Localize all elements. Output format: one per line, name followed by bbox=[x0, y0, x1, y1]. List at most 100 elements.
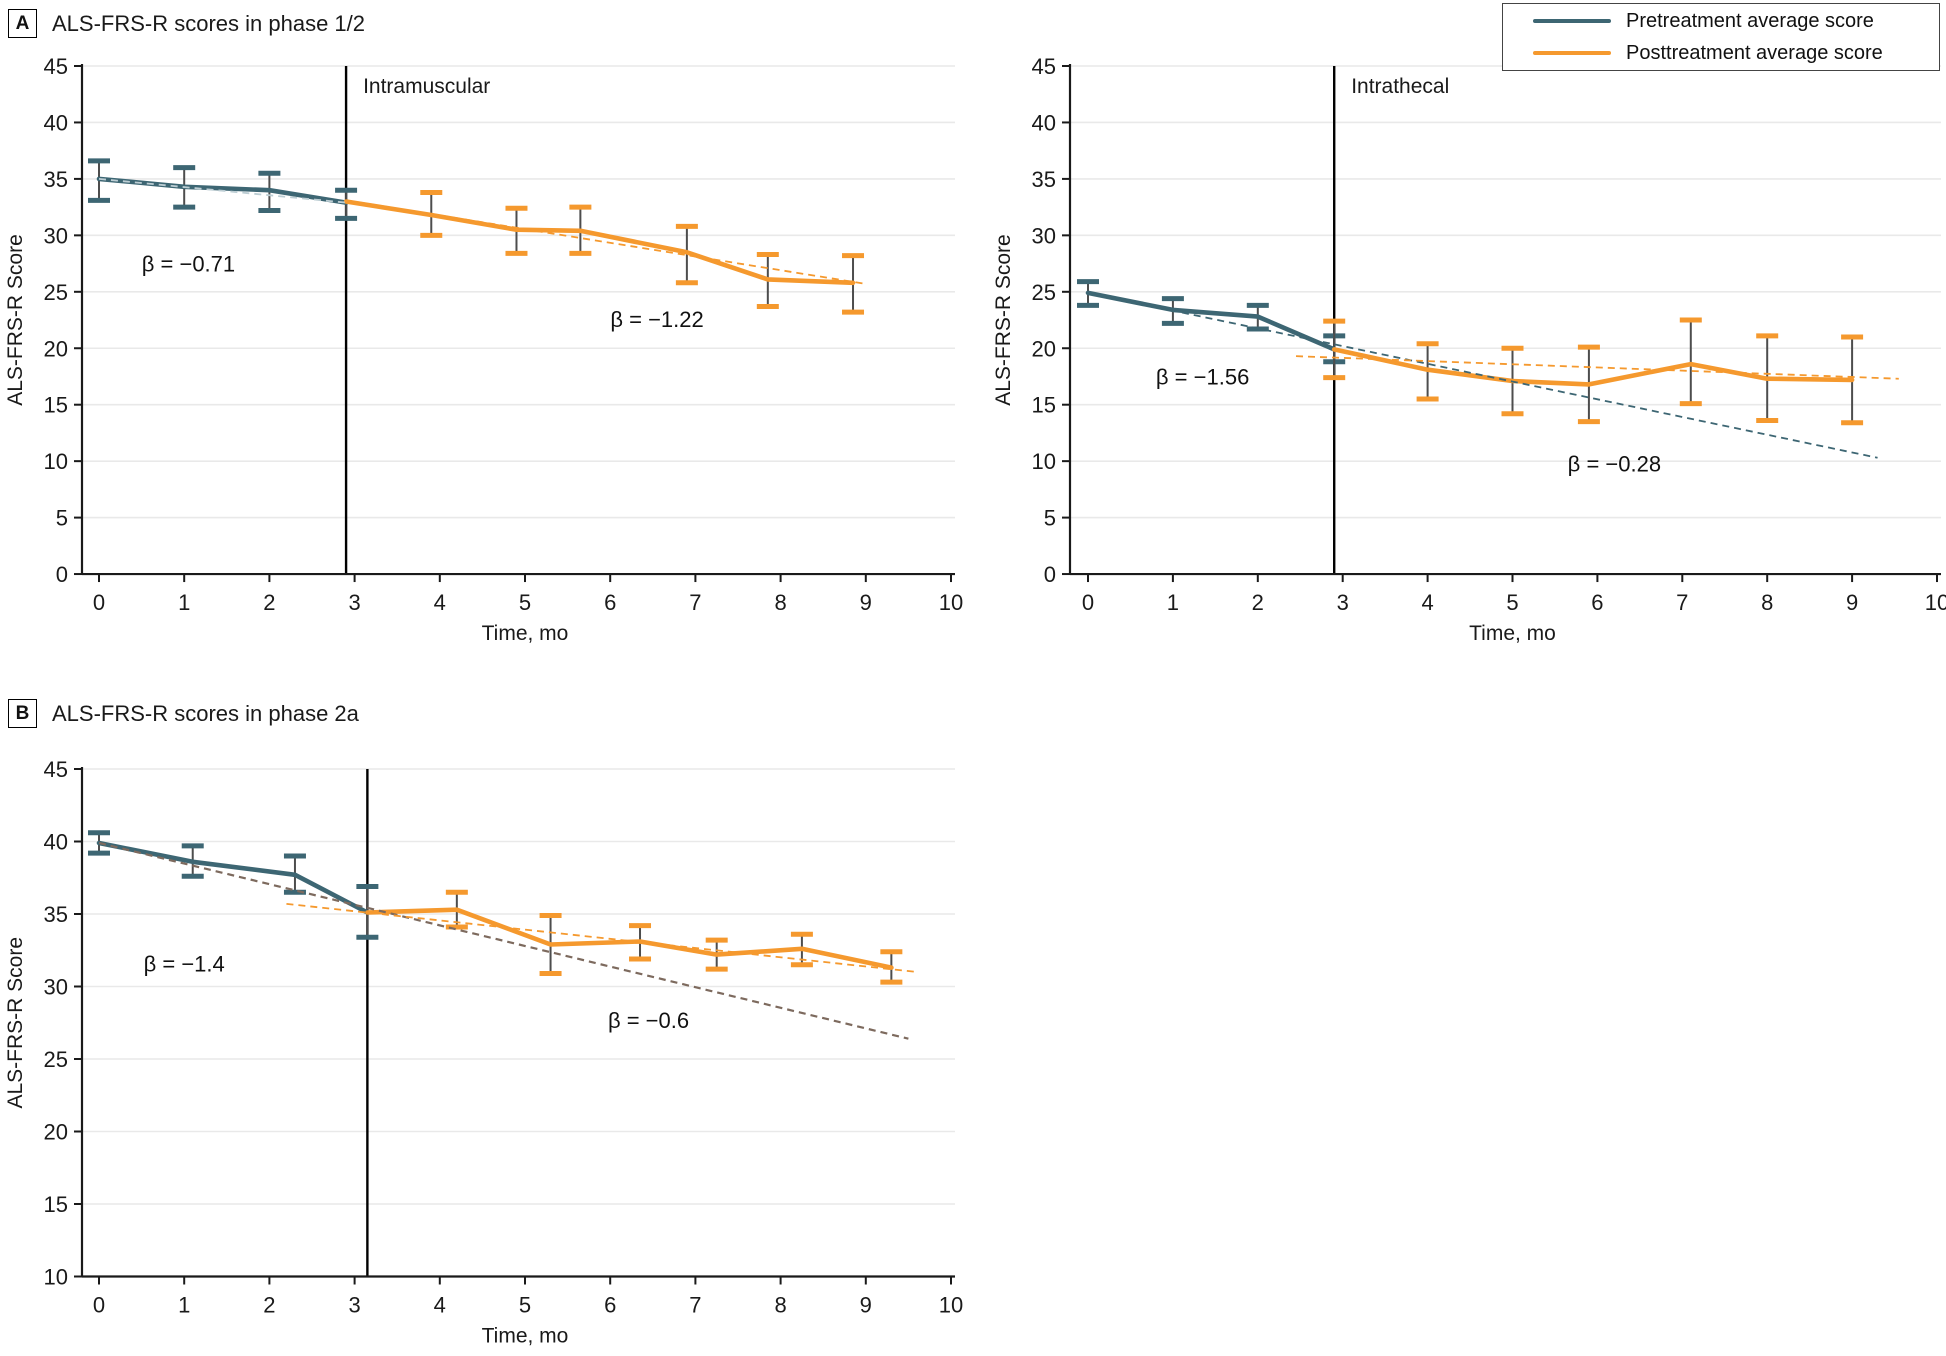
intrathecal-x-tick-label: 6 bbox=[1591, 590, 1603, 615]
intrathecal-y-tick-label: 30 bbox=[1032, 223, 1056, 248]
legend: Pretreatment average score Posttreatment… bbox=[1502, 3, 1940, 71]
intrathecal-y-tick-label: 40 bbox=[1032, 110, 1056, 135]
intramuscular-x-tick-label: 4 bbox=[434, 590, 446, 615]
intrathecal-x-tick-label: 3 bbox=[1337, 590, 1349, 615]
phase2a-series-pre bbox=[96, 840, 370, 915]
phase2a-x-tick-label: 0 bbox=[93, 1293, 105, 1318]
phase2a-y-axis-title: ALS-FRS-R Score bbox=[4, 937, 27, 1109]
intramuscular-y-tick-label: 45 bbox=[44, 54, 68, 79]
intrathecal-y-tick-label: 10 bbox=[1032, 449, 1056, 474]
intrathecal-x-tick-label: 5 bbox=[1506, 590, 1518, 615]
legend-label-posttreatment: Posttreatment average score bbox=[1626, 41, 1883, 64]
phase2a-x-tick-label: 7 bbox=[689, 1293, 701, 1318]
intrathecal-condition-label: Intrathecal bbox=[1351, 75, 1449, 98]
intramuscular-y-tick-label: 20 bbox=[44, 336, 68, 361]
phase2a-x-axis-title: Time, mo bbox=[482, 1325, 569, 1348]
phase2a-y-tick-label: 45 bbox=[44, 757, 68, 782]
intrathecal-y-tick-label: 20 bbox=[1032, 336, 1056, 361]
intrathecal-x-tick-label: 8 bbox=[1761, 590, 1773, 615]
intrathecal-y-axis-title: ALS-FRS-R Score bbox=[992, 234, 1015, 406]
phase2a-y-tick-label: 35 bbox=[44, 902, 68, 927]
intramuscular-series-post bbox=[343, 199, 856, 286]
panel-b-header: B ALS-FRS-R scores in phase 2a bbox=[8, 699, 359, 728]
phase2a-y-tick-label: 25 bbox=[44, 1047, 68, 1072]
intramuscular-beta-annotation-1: β = −1.22 bbox=[610, 307, 703, 332]
phase2a-x-tick-label: 10 bbox=[939, 1293, 963, 1318]
intramuscular-x-tick-label: 5 bbox=[519, 590, 531, 615]
intramuscular-x-tick-label: 2 bbox=[263, 590, 275, 615]
intrathecal-y-tick-label: 15 bbox=[1032, 393, 1056, 418]
intrathecal-x-tick-label: 10 bbox=[1925, 590, 1946, 615]
phase2a-series-post bbox=[365, 907, 894, 970]
intrathecal-x-tick-label: 1 bbox=[1167, 590, 1179, 615]
intrathecal-y-tick-label: 35 bbox=[1032, 167, 1056, 192]
intramuscular-x-tick-label: 6 bbox=[604, 590, 616, 615]
intramuscular-trend-post bbox=[345, 199, 866, 285]
intramuscular-x-tick-label: 8 bbox=[774, 590, 786, 615]
phase2a-x-tick-label: 6 bbox=[604, 1293, 616, 1318]
intramuscular-y-tick-label: 15 bbox=[44, 393, 68, 418]
intrathecal-y-tick-label: 25 bbox=[1032, 280, 1056, 305]
intramuscular-x-tick-label: 3 bbox=[348, 590, 360, 615]
phase2a-trend-post bbox=[286, 902, 918, 973]
intramuscular-y-tick-label: 35 bbox=[44, 167, 68, 192]
intrathecal-y-tick-label: 0 bbox=[1044, 562, 1056, 587]
phase2a-x-tick-label: 4 bbox=[434, 1293, 446, 1318]
intrathecal-y-tick-label: 45 bbox=[1032, 54, 1056, 79]
intrathecal-x-tick-label: 2 bbox=[1252, 590, 1264, 615]
phase2a-x-tick-label: 9 bbox=[860, 1293, 872, 1318]
phase2a-beta-annotation-0: β = −1.4 bbox=[144, 951, 225, 976]
phase2a-y-tick-label: 30 bbox=[44, 975, 68, 1000]
intrathecal-x-tick-label: 4 bbox=[1421, 590, 1433, 615]
panel-a-header: A ALS-FRS-R scores in phase 1/2 bbox=[8, 9, 365, 38]
intrathecal-gridlines bbox=[1070, 65, 1941, 519]
intrathecal-x-tick-label: 9 bbox=[1846, 590, 1858, 615]
intramuscular-x-tick-label: 1 bbox=[178, 590, 190, 615]
intrathecal-series-post bbox=[1331, 347, 1855, 387]
phase2a-gridlines bbox=[82, 768, 955, 1205]
intramuscular-x-tick-label: 0 bbox=[93, 590, 105, 615]
intramuscular-y-axis-title: ALS-FRS-R Score bbox=[4, 234, 27, 406]
intramuscular-gridlines bbox=[82, 65, 955, 519]
phase2a-y-tick-label: 40 bbox=[44, 830, 68, 855]
phase2a-y-tick-label: 10 bbox=[44, 1265, 68, 1290]
posttreatment-line-swatch bbox=[1533, 50, 1611, 56]
panel-b-badge: B bbox=[8, 699, 37, 728]
pretreatment-line-swatch bbox=[1533, 18, 1611, 24]
intramuscular-trend-pre bbox=[98, 178, 347, 204]
intramuscular-x-tick-label: 10 bbox=[939, 590, 963, 615]
intramuscular-y-tick-label: 5 bbox=[56, 506, 68, 531]
intramuscular-y-tick-label: 25 bbox=[44, 280, 68, 305]
phase2a-x-tick-label: 3 bbox=[348, 1293, 360, 1318]
intramuscular-x-axis-title: Time, mo bbox=[482, 622, 569, 645]
phase2a-y-tick-label: 20 bbox=[44, 1120, 68, 1145]
intramuscular-y-tick-label: 10 bbox=[44, 449, 68, 474]
phase2a-x-tick-label: 1 bbox=[178, 1293, 190, 1318]
intrathecal-x-tick-label: 0 bbox=[1082, 590, 1094, 615]
phase2a-trend-pre bbox=[98, 841, 909, 1040]
legend-row-pretreatment: Pretreatment average score bbox=[1533, 10, 1939, 33]
intrathecal-error-bars bbox=[1077, 279, 1864, 426]
phase2a-x-tick-label: 5 bbox=[519, 1293, 531, 1318]
intrathecal-y-tick-label: 5 bbox=[1044, 506, 1056, 531]
intrathecal-beta-annotation-1: β = −0.28 bbox=[1568, 451, 1661, 476]
intramuscular-y-tick-label: 40 bbox=[44, 110, 68, 135]
phase2a-beta-annotation-1: β = −0.6 bbox=[608, 1008, 689, 1033]
panel-a-title: ALS-FRS-R scores in phase 1/2 bbox=[52, 10, 366, 36]
legend-label-pretreatment: Pretreatment average score bbox=[1626, 9, 1874, 32]
phase2a-y-tick-label: 15 bbox=[44, 1192, 68, 1217]
intrathecal-trend-post bbox=[1295, 355, 1899, 380]
intramuscular-x-tick-label: 9 bbox=[860, 590, 872, 615]
panel-a-badge: A bbox=[8, 9, 37, 38]
intramuscular-error-bars bbox=[88, 158, 865, 315]
intramuscular-x-tick-label: 7 bbox=[689, 590, 701, 615]
intramuscular-beta-annotation-0: β = −0.71 bbox=[142, 252, 235, 277]
